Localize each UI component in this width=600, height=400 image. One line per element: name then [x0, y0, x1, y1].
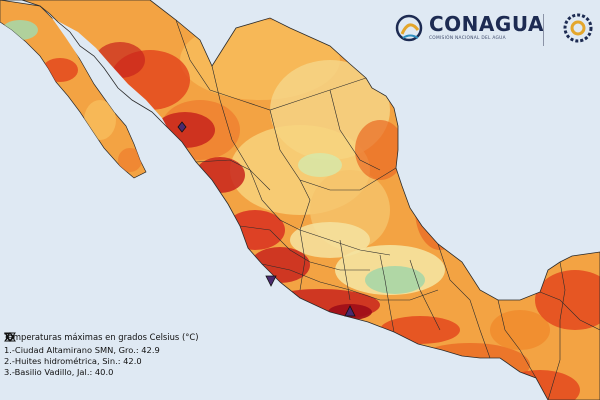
logo-divider [543, 14, 544, 46]
legend-item: 2.-Huites hidrométrica, Sin.: 42.0 [4, 332, 219, 367]
legend-item: 3.-Basilio Vadillo, Jal.: 40.0 [4, 332, 219, 378]
logo-name: CONAGUA [429, 12, 544, 36]
legend-item: 1.-Ciudad Altamirano SMN, Gro.: 42.9 [4, 332, 219, 356]
conagua-logo-mark [395, 14, 423, 42]
legend: Temperaturas máximas en grados Celsius (… [4, 332, 219, 378]
state-borders [175, 19, 600, 400]
legend-item-text: 3.-Basilio Vadillo, Jal.: 40.0 [4, 367, 114, 377]
triangle-down-icon [4, 332, 16, 342]
secondary-emblem-icon [563, 13, 593, 43]
station-marker-huites [177, 121, 187, 133]
legend-item-text: 1.-Ciudad Altamirano SMN, Gro.: 42.9 [4, 345, 160, 355]
conagua-logo: CONAGUA COMISIÓN NACIONAL DEL AGUA [395, 8, 595, 48]
station-marker-ciudad-altamirano [344, 305, 356, 317]
station-marker-basilio-vadillo [265, 275, 277, 287]
gulf-of-california [52, 18, 172, 148]
legend-title: Temperaturas máximas en grados Celsius (… [4, 332, 199, 342]
legend-item-text: 2.-Huites hidrométrica, Sin.: 42.0 [4, 356, 142, 366]
logo-subtitle: COMISIÓN NACIONAL DEL AGUA [429, 36, 506, 41]
